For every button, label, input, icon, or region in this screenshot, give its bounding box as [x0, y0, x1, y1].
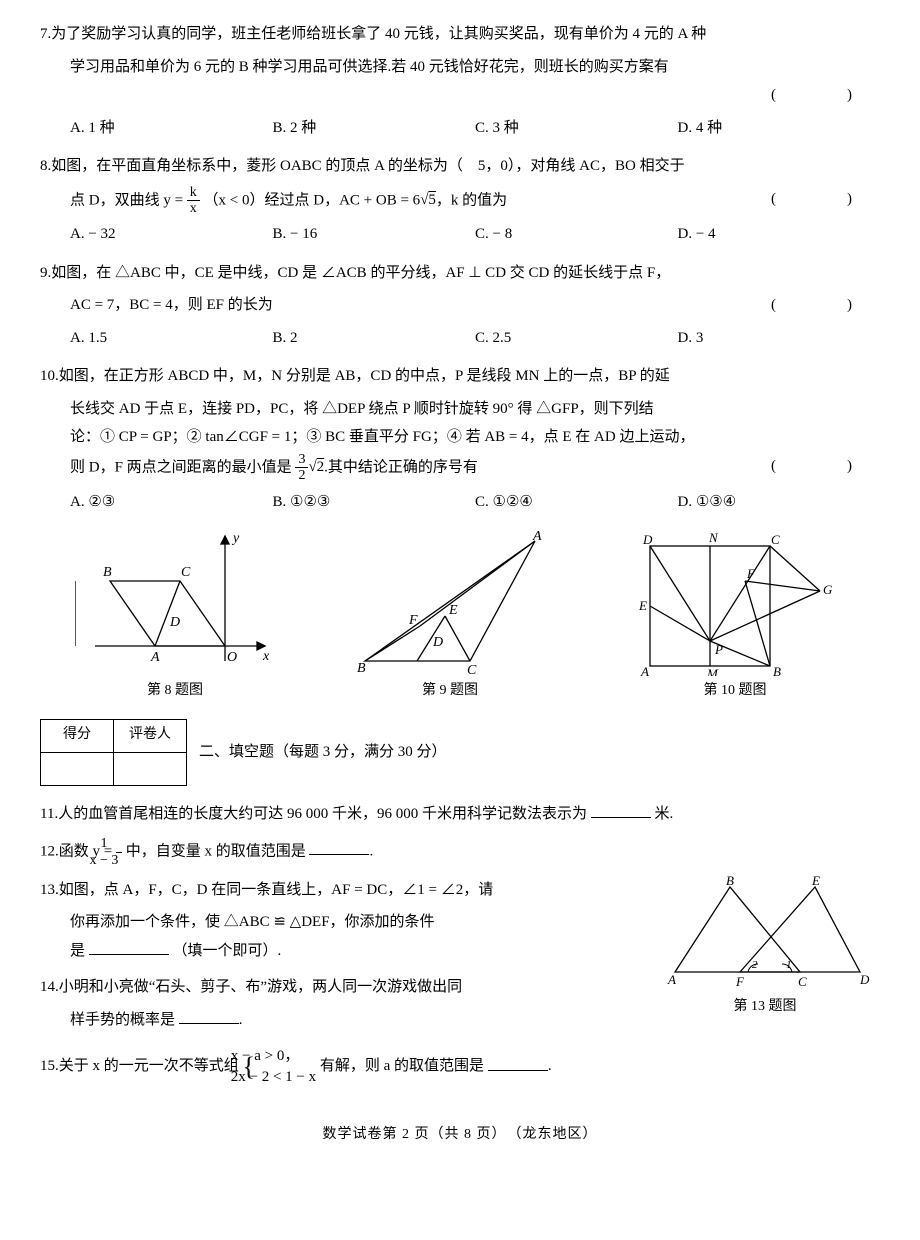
svg-text:B: B	[773, 664, 781, 676]
q10-line2: 长线交 AD 于点 E，连接 PD，PC，将 △DEP 绕点 P 顺时针旋转 9…	[70, 395, 880, 424]
blank	[89, 939, 169, 955]
svg-text:D: D	[432, 635, 443, 650]
figure-8: B C A D O x y 第 8 题图	[75, 526, 275, 705]
figure-row: B C A D O x y 第 8 题图 A B C	[40, 526, 880, 705]
score-h1: 得分	[41, 719, 114, 752]
q9-options: A. 1.5 B. 2 C. 2.5 D. 3	[70, 324, 880, 353]
q8-line1: 8.如图，在平面直角坐标系中，菱形 OABC 的顶点 A 的坐标为（ 5，0），…	[70, 152, 880, 181]
svg-text:D: D	[859, 972, 870, 987]
figure-9: A B C D E F 第 9 题图	[345, 526, 555, 705]
svg-text:x: x	[262, 649, 270, 664]
q7-line1: 7.为了奖励学习认真的同学，班主任老师给班长拿了 40 元钱，让其购买奖品，现有…	[70, 20, 880, 49]
svg-text:F: F	[746, 566, 756, 581]
q9-opt-a: A. 1.5	[70, 324, 273, 353]
q7-opt-c: C. 3 种	[475, 114, 678, 143]
q8-opt-a: A. − 32	[70, 220, 273, 249]
q8-options: A. − 32 B. − 16 C. − 8 D. − 4	[70, 220, 880, 249]
q8-opt-c: C. − 8	[475, 220, 678, 249]
q12-num: 12.	[40, 843, 59, 859]
figure-10: D N C E F G A M P B 第 10 题图	[625, 526, 845, 705]
score-section-row: 得分评卷人 二、填空题（每题 3 分，满分 30 分）	[40, 719, 880, 786]
q7-line2: 学习用品和单价为 6 元的 B 种学习用品可供选择.若 40 元钱恰好花完，则班…	[70, 53, 880, 82]
q15-system: x − a > 0， 2x − 2 < 1 − x	[261, 1046, 316, 1088]
q12: 12.函数 y = 1x − 3 中，自变量 x 的取值范围是 .	[70, 836, 880, 868]
svg-text:A: A	[667, 972, 676, 987]
q11: 11.人的血管首尾相连的长度大约可达 96 000 千米，96 000 千米用科…	[70, 800, 880, 829]
svg-text:y: y	[231, 531, 240, 546]
figure-13: A B C D E F 1 2 第 13 题图	[660, 872, 870, 1021]
page-footer: 数学试卷第 2 页（共 8 页） （龙东地区）	[40, 1122, 880, 1149]
svg-text:A: A	[150, 650, 160, 665]
score-h2: 评卷人	[114, 719, 187, 752]
fig8-caption: 第 8 题图	[75, 678, 275, 705]
q15-num: 15.	[40, 1059, 59, 1075]
svg-text:N: N	[708, 530, 719, 545]
q9-opt-d: D. 3	[678, 324, 881, 353]
q12-frac: 1x − 3	[116, 836, 122, 868]
q10-num: 10.	[40, 368, 59, 384]
q8-opt-b: B. − 16	[273, 220, 476, 249]
q9-opt-b: B. 2	[273, 324, 476, 353]
q7-paren: ( )	[70, 81, 880, 110]
fig10-caption: 第 10 题图	[625, 678, 845, 705]
svg-text:G: G	[823, 582, 833, 597]
svg-text:E: E	[448, 603, 458, 618]
blank	[309, 839, 369, 855]
q10-line1: 10.如图，在正方形 ABCD 中，M，N 分别是 AB，CD 的中点，P 是线…	[70, 362, 880, 391]
svg-text:B: B	[726, 873, 734, 888]
svg-text:F: F	[408, 613, 418, 628]
q15: 15.关于 x 的一元一次不等式组 { x − a > 0， 2x − 2 < …	[70, 1042, 880, 1091]
q10-opt-c: C. ①②④	[475, 488, 678, 517]
q10-opt-b: B. ①②③	[273, 488, 476, 517]
svg-text:C: C	[771, 532, 780, 547]
q7-opt-d: D. 4 种	[678, 114, 881, 143]
q9-line2: AC = 7，BC = 4，则 EF 的长为( )	[70, 291, 880, 320]
svg-text:E: E	[638, 598, 647, 613]
q8-num: 8.	[40, 158, 51, 174]
section-2-title: 二、填空题（每题 3 分，满分 30 分）	[199, 738, 447, 767]
svg-text:C: C	[181, 565, 191, 580]
q8-frac: kx	[187, 185, 200, 217]
q8-opt-d: D. − 4	[678, 220, 881, 249]
score-table: 得分评卷人	[40, 719, 187, 786]
q10-line4: 则 D，F 两点之间距离的最小值是 322.其中结论正确的序号有 ( )	[70, 452, 880, 484]
q13-num: 13.	[40, 882, 59, 898]
q10-opt-a: A. ②③	[70, 488, 273, 517]
q8-line2: 点 D，双曲线 y = kx （x < 0）经过点 D，AC + OB = 65…	[70, 185, 880, 217]
q14-num: 14.	[40, 979, 59, 995]
fig9-caption: 第 9 题图	[345, 678, 555, 705]
blank	[591, 802, 651, 818]
blank	[488, 1055, 548, 1071]
q10-options: A. ②③ B. ①②③ C. ①②④ D. ①③④	[70, 488, 880, 517]
svg-text:D: D	[169, 615, 180, 630]
sqrt-icon: 2	[308, 459, 324, 475]
svg-text:F: F	[735, 974, 745, 989]
svg-text:D: D	[642, 532, 653, 547]
svg-text:A: A	[532, 529, 542, 544]
svg-text:B: B	[103, 565, 112, 580]
q9-opt-c: C. 2.5	[475, 324, 678, 353]
q10-frac: 32	[295, 452, 308, 484]
svg-text:O: O	[227, 650, 237, 665]
q9-num: 9.	[40, 265, 51, 281]
svg-text:C: C	[467, 663, 477, 676]
q7-num: 7.	[40, 26, 51, 42]
sqrt-icon: 5	[420, 192, 436, 208]
q10-opt-d: D. ①③④	[678, 488, 881, 517]
svg-text:B: B	[357, 661, 366, 676]
svg-text:C: C	[798, 974, 807, 989]
svg-text:A: A	[640, 664, 649, 676]
q7-opt-b: B. 2 种	[273, 114, 476, 143]
q7-options: A. 1 种 B. 2 种 C. 3 种 D. 4 种	[70, 114, 880, 143]
svg-text:E: E	[811, 873, 820, 888]
blank	[179, 1008, 239, 1024]
q7-opt-a: A. 1 种	[70, 114, 273, 143]
q9-line1: 9.如图，在 △ABC 中，CE 是中线，CD 是 ∠ACB 的平分线，AF ⊥…	[70, 259, 880, 288]
svg-text:M: M	[706, 666, 719, 676]
svg-text:P: P	[714, 642, 723, 657]
q10-line3: 论：① CP = GP；② tan∠CGF = 1；③ BC 垂直平分 FG；④…	[70, 423, 880, 452]
q11-num: 11.	[40, 806, 58, 822]
fig13-caption: 第 13 题图	[660, 994, 870, 1021]
